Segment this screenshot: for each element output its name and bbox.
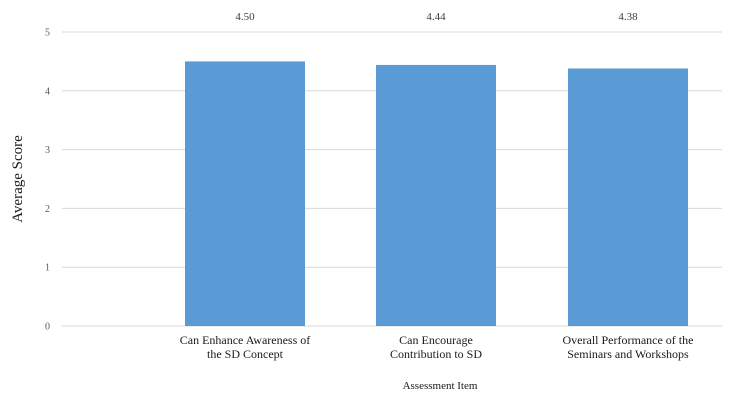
y-axis-ticks: 0 1 2 3 4 5 [45, 28, 50, 333]
y-tick-label: 4 [45, 86, 50, 97]
y-tick-label: 2 [45, 204, 50, 215]
x-axis-categories: Can Enhance Awareness of the SD Concept Ca… [180, 333, 694, 361]
category-label: Can Encourage Contribution to SD [390, 333, 482, 361]
category-label: Overall Performance of the Seminars and W… [563, 333, 694, 361]
data-label: 4.38 [618, 11, 638, 23]
category-label: Can Enhance Awareness of the SD Concept [180, 333, 311, 361]
y-tick-label: 3 [45, 145, 50, 156]
y-tick-label: 5 [45, 28, 50, 39]
y-tick-label: 0 [45, 322, 50, 333]
data-labels: 4.50 4.44 4.38 [235, 11, 638, 23]
bar [185, 61, 305, 327]
bar [568, 68, 688, 327]
y-tick-label: 1 [45, 263, 50, 274]
bar [376, 64, 496, 326]
data-label: 4.44 [426, 11, 446, 23]
data-label: 4.50 [235, 11, 255, 23]
y-axis-title: Average Score [10, 135, 26, 223]
bars [185, 61, 688, 327]
x-axis-title: Assessment Item [403, 380, 478, 392]
